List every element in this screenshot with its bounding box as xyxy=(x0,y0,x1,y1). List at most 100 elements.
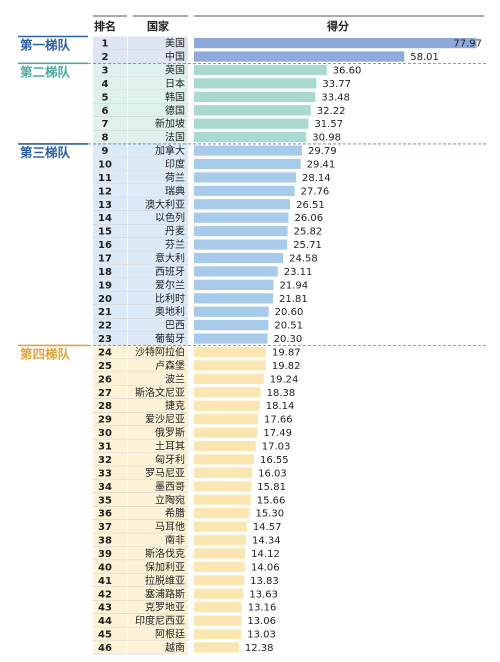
rank-label: 38 xyxy=(98,536,112,547)
rank-cell xyxy=(93,197,127,211)
country-cell xyxy=(128,399,188,412)
score-value-label: 29.41 xyxy=(307,160,336,171)
country-cell xyxy=(128,479,188,493)
rank-cell xyxy=(93,372,127,386)
country-cell xyxy=(128,493,188,506)
score-value-label: 30.98 xyxy=(312,133,341,144)
country-cell xyxy=(128,466,188,480)
score-value-label: 27.76 xyxy=(301,186,330,197)
country-cell xyxy=(128,506,188,520)
score-bar xyxy=(194,172,297,183)
rank-cell xyxy=(93,305,127,318)
rank-label: 44 xyxy=(98,616,112,627)
country-cell xyxy=(128,385,188,399)
rank-cell xyxy=(93,587,127,600)
score-value-label: 26.51 xyxy=(296,200,325,211)
country-label: 沙特阿拉伯 xyxy=(135,346,185,359)
score-bar xyxy=(194,145,302,156)
country-label: 立陶宛 xyxy=(155,493,185,506)
rank-cell xyxy=(93,264,127,278)
score-value-label: 14.34 xyxy=(252,536,281,547)
rank-label: 43 xyxy=(98,603,112,614)
country-cell xyxy=(128,412,188,426)
rank-label: 42 xyxy=(98,589,112,600)
rank-label: 17 xyxy=(98,254,112,265)
score-value-label: 33.77 xyxy=(322,79,351,90)
country-cell xyxy=(128,358,188,372)
score-value-label: 13.63 xyxy=(249,589,278,600)
score-value-label: 13.16 xyxy=(248,603,277,614)
country-label: 葡萄牙 xyxy=(155,332,185,345)
rank-label: 30 xyxy=(98,428,112,439)
country-label: 韩国 xyxy=(165,90,185,103)
rank-cell xyxy=(93,36,127,50)
score-bar xyxy=(194,346,267,358)
country-label: 爱尔兰 xyxy=(155,278,185,291)
score-value-label: 32.22 xyxy=(317,106,346,117)
rank-cell xyxy=(93,103,127,117)
score-bar xyxy=(194,239,288,250)
score-value-label: 19.87 xyxy=(272,348,301,359)
score-bar xyxy=(194,78,317,89)
country-cell xyxy=(128,305,188,318)
rank-label: 25 xyxy=(98,361,112,372)
score-value-label: 36.60 xyxy=(333,65,362,76)
country-label: 墨西哥 xyxy=(155,481,185,493)
rank-label: 28 xyxy=(98,401,112,412)
country-cell xyxy=(128,519,188,533)
country-label: 英国 xyxy=(165,63,185,76)
country-label: 日本 xyxy=(165,77,185,90)
country-cell xyxy=(128,573,188,587)
score-value-label: 12.38 xyxy=(245,643,274,654)
score-bar xyxy=(194,427,258,438)
country-cell xyxy=(128,117,188,130)
country-cell xyxy=(128,640,188,654)
score-bar xyxy=(194,91,316,102)
country-cell xyxy=(128,278,188,292)
score-bar xyxy=(194,185,295,196)
score-value-label: 23.11 xyxy=(284,267,313,278)
tier-label: 第二梯队 xyxy=(20,64,71,79)
rank-cell xyxy=(93,412,127,426)
score-bar xyxy=(194,414,259,425)
country-label: 新加坡 xyxy=(155,117,185,130)
country-cell xyxy=(128,452,188,466)
country-label: 波兰 xyxy=(165,372,185,385)
score-bar xyxy=(194,373,264,384)
score-value-label: 26.06 xyxy=(294,213,323,224)
tier-label: 第四梯队 xyxy=(20,346,71,361)
score-value-label: 18.14 xyxy=(266,401,295,412)
country-cell xyxy=(128,157,188,171)
country-cell xyxy=(128,143,188,157)
country-label: 捷克 xyxy=(165,399,185,412)
country-label: 越南 xyxy=(165,641,185,654)
country-cell xyxy=(128,533,188,547)
rank-label: 21 xyxy=(98,307,112,318)
score-value-label: 20.60 xyxy=(275,307,304,318)
country-cell xyxy=(128,546,188,560)
country-label: 南非 xyxy=(165,534,185,547)
country-label: 比利时 xyxy=(155,293,185,305)
country-label: 爱沙尼亚 xyxy=(145,413,185,426)
rank-label: 19 xyxy=(98,280,112,291)
rank-label: 22 xyxy=(98,321,112,332)
score-value-label: 18.38 xyxy=(267,388,296,399)
rank-cell xyxy=(93,278,127,292)
rank-cell xyxy=(93,224,127,238)
rank-cell xyxy=(93,533,127,547)
score-value-label: 77.97 xyxy=(453,39,482,50)
rank-label: 15 xyxy=(98,227,112,238)
country-cell xyxy=(128,627,188,641)
score-value-label: 13.83 xyxy=(250,576,279,587)
score-bar xyxy=(194,333,268,344)
rank-cell xyxy=(93,143,127,157)
score-bar xyxy=(194,252,284,264)
rank-cell xyxy=(93,425,127,439)
rank-cell xyxy=(93,157,127,171)
rank-label: 14 xyxy=(98,213,112,224)
rank-cell xyxy=(93,506,127,520)
score-value-label: 15.30 xyxy=(255,509,284,520)
score-value-label: 13.03 xyxy=(247,630,276,641)
rank-label: 27 xyxy=(98,388,112,399)
